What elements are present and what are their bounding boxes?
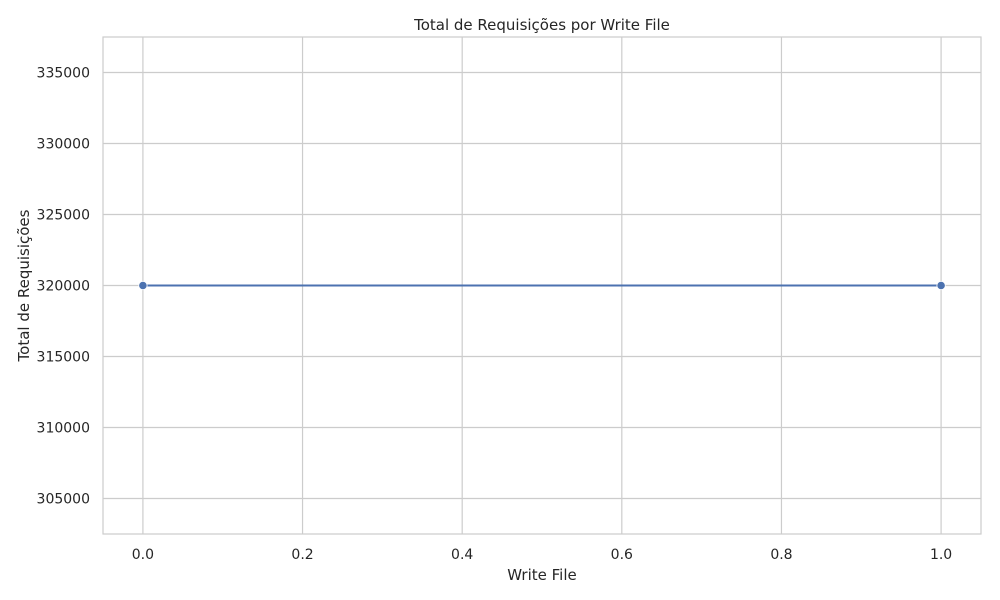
y-tick-label: 315000 <box>37 350 90 366</box>
x-tick-label: 0.2 <box>291 547 313 563</box>
x-tick-label: 0.6 <box>611 547 633 563</box>
y-tick-label: 320000 <box>37 279 90 295</box>
y-axis-ticks: 305000 310000 315000 320000 325000 330000 3350… <box>37 66 90 508</box>
data-point <box>138 280 148 291</box>
plot-frame <box>102 36 982 535</box>
x-axis-ticks: 0.0 0.2 0.4 0.6 0.8 1.0 <box>132 547 952 563</box>
data-point <box>936 280 946 291</box>
x-tick-label: 0.0 <box>132 547 154 563</box>
x-tick-label: 1.0 <box>930 547 952 563</box>
series-layer <box>138 280 946 291</box>
y-tick-label: 325000 <box>37 208 90 224</box>
x-axis-title: Write File <box>507 566 576 584</box>
y-tick-label: 305000 <box>37 492 90 508</box>
y-tick-label: 310000 <box>37 421 90 437</box>
x-tick-label: 0.8 <box>770 547 792 563</box>
y-tick-label: 330000 <box>37 137 90 153</box>
y-tick-label: 335000 <box>37 66 90 82</box>
x-tick-label: 0.4 <box>451 547 473 563</box>
chart-title: Total de Requisições por Write File <box>413 16 670 34</box>
y-axis-title: Total de Requisições <box>15 209 33 362</box>
